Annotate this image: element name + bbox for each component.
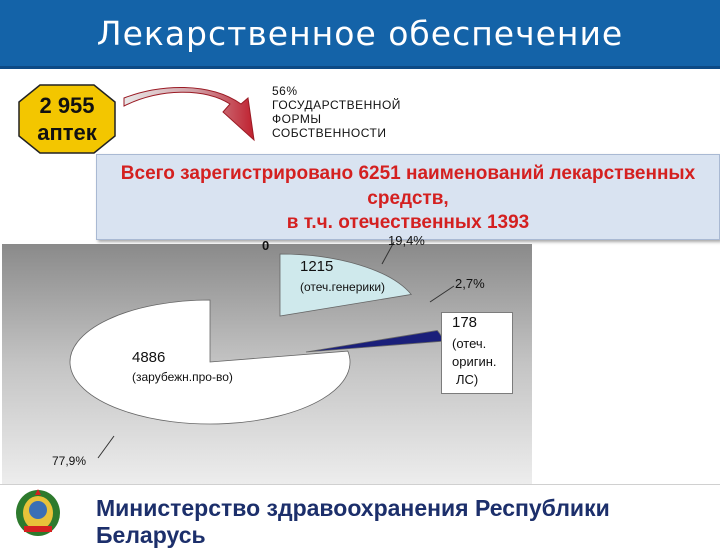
page-title: Лекарственное обеспечение [96, 14, 624, 53]
registered-line-2: средств, [367, 188, 449, 209]
original-value-label: 178 [452, 314, 478, 331]
foreign-percent-label: 77,9% [52, 454, 87, 468]
leader-line-foreign [97, 435, 115, 459]
registered-drugs-box: Всего зарегистрировано 6251 наименований… [96, 154, 720, 240]
pharmacy-count-unit: аптек [37, 120, 97, 145]
footer-divider [0, 484, 720, 485]
original-desc-line-2: оригин. [452, 354, 497, 369]
registered-line-1: Всего зарегистрировано 6251 наименований… [120, 163, 696, 184]
state-percent: 56% [272, 84, 298, 98]
generics-desc-label: (отеч.генерики) [300, 280, 386, 294]
generics-percent-label: 19,4% [388, 233, 425, 248]
pharmacy-count: 2 955 аптек [18, 92, 116, 146]
foreign-value-label: 4886 [132, 349, 166, 366]
state-ownership-note: 56% ГОСУДАРСТВЕННОЙ ФОРМЫ СОБСТВЕННОСТИ [272, 84, 401, 140]
original-percent-label: 2,7% [455, 276, 485, 291]
original-desc-line-1: (отеч. [452, 336, 487, 351]
state-line-2: ФОРМЫ [272, 112, 322, 126]
generics-value-label: 1215 [300, 258, 334, 275]
state-line-1: ГОСУДАРСТВЕННОЙ [272, 98, 401, 112]
ministry-name: Министерство здравоохранения Республики … [96, 495, 610, 548]
leader-line-original [429, 285, 455, 303]
foreign-desc-label: (зарубежн.про-во) [132, 370, 233, 384]
original-desc-line-3: ЛС) [456, 372, 479, 387]
pharmacy-count-octagon [18, 84, 116, 154]
coat-of-arms-emblem [16, 489, 60, 536]
pie-slice-foreign [69, 299, 351, 425]
leader-line-generics [381, 241, 395, 265]
zero-label: 0 [262, 238, 270, 253]
pie-slice-generics [279, 253, 413, 317]
pharmacy-count-value: 2 955 [39, 93, 95, 118]
original-label-box [441, 312, 513, 394]
header-bar: Лекарственное обеспечение [0, 0, 720, 69]
state-line-3: СОБСТВЕННОСТИ [272, 126, 387, 140]
curved-arrow-icon [123, 87, 255, 142]
registered-line-3: в т.ч. отечественных 1393 [286, 212, 530, 233]
